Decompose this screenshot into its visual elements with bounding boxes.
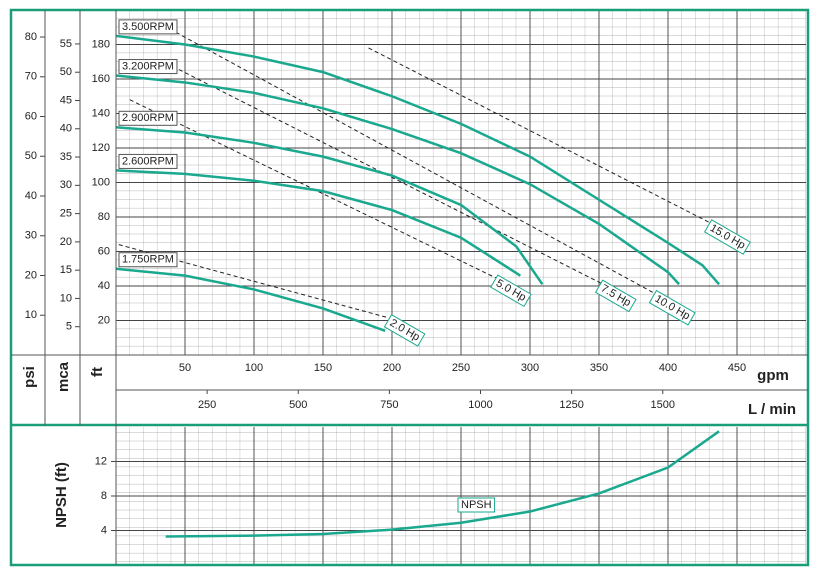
y-tick-label: 40 (25, 190, 37, 202)
label-text: 3.500RPM (122, 21, 174, 33)
curve-label: 3.500RPM (118, 19, 178, 35)
power-line (169, 28, 658, 296)
y-tick-label: 30 (60, 179, 72, 191)
curve-label: 1.750RPM (118, 252, 178, 268)
rpm-curve (115, 267, 386, 333)
y-tick-label: 55 (60, 38, 72, 50)
label-box (118, 110, 178, 126)
y-tick-label: 40 (60, 123, 72, 135)
y-tick-label: 120 (92, 142, 110, 154)
x-tick-label: 450 (728, 362, 746, 374)
label-box (118, 59, 178, 75)
rpm-curve (115, 34, 721, 286)
y-tick-label: 60 (98, 245, 110, 257)
y-tick-label: 70 (25, 71, 37, 83)
curve-label: 2.600RPM (118, 153, 178, 169)
y-tick-label: 20 (25, 269, 37, 281)
y-tick-label: 45 (60, 94, 72, 106)
axis-label: mca (55, 361, 72, 392)
label-box (118, 252, 178, 268)
y-tick-label: 35 (60, 151, 72, 163)
x-tick-label: 400 (659, 362, 677, 374)
y-tick-label: 15 (60, 264, 72, 276)
axis-label: ft (89, 367, 106, 377)
rpm-curve (115, 74, 680, 286)
x-tick-label: 100 (245, 362, 263, 374)
y-tick-label: 12 (95, 455, 107, 467)
npsh-curve (165, 430, 720, 538)
y-tick-label: 160 (92, 73, 110, 85)
x2-tick-label: 250 (198, 399, 216, 411)
x2-tick-label: 1000 (468, 399, 492, 411)
y-tick-label: 30 (25, 230, 37, 242)
frame (9, 8, 810, 567)
rpm-curve (115, 126, 544, 285)
y-tick-label: 50 (25, 150, 37, 162)
y-tick-label: 20 (60, 236, 72, 248)
x2-tick-label: 1250 (559, 399, 583, 411)
label-box (383, 314, 426, 347)
label-box (594, 279, 637, 313)
x2-tick-label: 1500 (651, 399, 675, 411)
label-text: NPSH (461, 499, 492, 511)
curve-label: NPSH (457, 497, 496, 513)
curve-label: 3.200RPM (118, 59, 178, 75)
label-box (457, 497, 496, 513)
axis-label: psi (21, 366, 38, 388)
y-tick-label: 50 (60, 66, 72, 78)
y-tick-label: 8 (101, 490, 107, 502)
y-tick-label: 10 (60, 292, 72, 304)
axis-label: NPSH (ft) (53, 462, 70, 528)
x-tick-label: 50 (179, 362, 191, 374)
label-box (118, 153, 178, 169)
x2-tick-label: 500 (289, 399, 307, 411)
y-tick-label: 140 (92, 107, 110, 119)
axis-label: gpm (757, 367, 789, 384)
rpm-curve (115, 169, 522, 277)
label-box (648, 289, 696, 326)
x-tick-label: 300 (521, 362, 539, 374)
x-tick-label: 200 (383, 362, 401, 374)
y-tick-label: 100 (92, 176, 110, 188)
y-tick-label: 10 (25, 309, 37, 321)
label-text: 2.900RPM (122, 112, 174, 124)
label-text: 1.750RPM (122, 254, 174, 266)
label-text: 2.600RPM (122, 155, 174, 167)
label-box (490, 274, 532, 308)
x-tick-label: 150 (314, 362, 332, 374)
y-tick-label: 5 (66, 321, 72, 333)
y-tick-label: 80 (25, 31, 37, 43)
axis-label: L / min (748, 401, 796, 418)
label-box (703, 219, 751, 255)
x-tick-label: 250 (452, 362, 470, 374)
y-tick-label: 4 (101, 524, 107, 536)
label-box (118, 19, 178, 35)
y-tick-label: 25 (60, 208, 72, 220)
label-text: 3.200RPM (122, 60, 174, 72)
dividers (11, 10, 808, 565)
y-tick-label: 80 (98, 211, 110, 223)
y-tick-label: 60 (25, 110, 37, 122)
x-tick-label: 350 (590, 362, 608, 374)
curve-label: 2.900RPM (118, 110, 178, 126)
y-tick-label: 20 (98, 314, 110, 326)
y-tick-label: 180 (92, 38, 110, 50)
power-line (118, 244, 393, 320)
y-tick-label: 40 (98, 280, 110, 292)
power-line (368, 47, 713, 225)
x2-tick-label: 750 (380, 399, 398, 411)
